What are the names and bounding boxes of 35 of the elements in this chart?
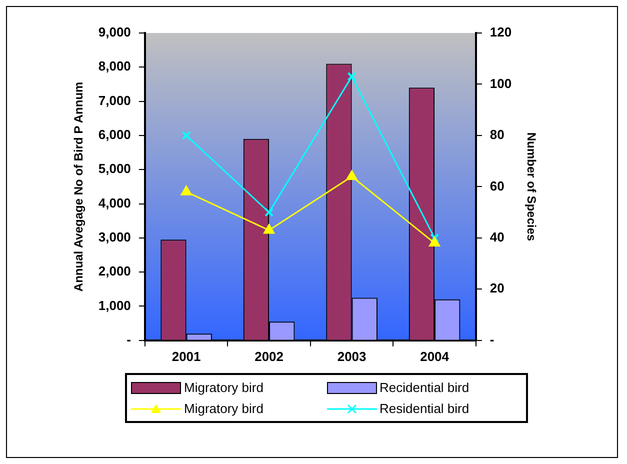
- x-tick-label: 2003: [337, 348, 366, 364]
- x-tick-label: 2004: [420, 348, 450, 364]
- y2-tick-label: 80: [490, 127, 504, 142]
- legend-label: Recidential bird: [380, 380, 470, 395]
- y-tick-label: 7,000: [98, 92, 131, 108]
- y-tick-label: -: [126, 332, 131, 347]
- x-tick-label: 2001: [172, 348, 201, 364]
- point: [182, 130, 191, 140]
- y-tick-label: 2,000: [98, 264, 131, 279]
- y-tick-label: 5,000: [98, 161, 131, 176]
- y2-tick-label: 40: [490, 230, 504, 245]
- legend-label: Migratory bird: [184, 380, 264, 395]
- x-tick-label: 2002: [254, 348, 284, 364]
- point: [180, 186, 192, 196]
- y2-tick-label: 120: [490, 24, 512, 40]
- y-tick-label: 9,000: [98, 24, 131, 40]
- point: [264, 208, 274, 217]
- legend-label: Residential bird: [380, 401, 470, 416]
- y-tick-label: 1,000: [98, 298, 131, 313]
- point: [346, 170, 358, 180]
- legend-label: Migratory bird: [184, 401, 264, 416]
- y2-tick-label: 60: [490, 178, 504, 194]
- y-tick-label: 8,000: [98, 58, 131, 74]
- point: [264, 224, 274, 234]
- y-tick-label: 3,000: [98, 230, 131, 245]
- y-tick-label: 4,000: [98, 195, 131, 210]
- y2-axis-title: Number of Species: [524, 132, 538, 242]
- y2-tick-label: 100: [490, 76, 512, 91]
- y-tick-label: 6,000: [98, 127, 131, 142]
- point: [347, 72, 356, 82]
- point: [430, 233, 440, 242]
- y-axis-title: Annual Avegage No of Bird P Annum: [72, 82, 86, 292]
- point: [429, 237, 440, 247]
- y2-tick-label: -: [490, 332, 494, 347]
- y2-tick-label: 20: [490, 280, 504, 296]
